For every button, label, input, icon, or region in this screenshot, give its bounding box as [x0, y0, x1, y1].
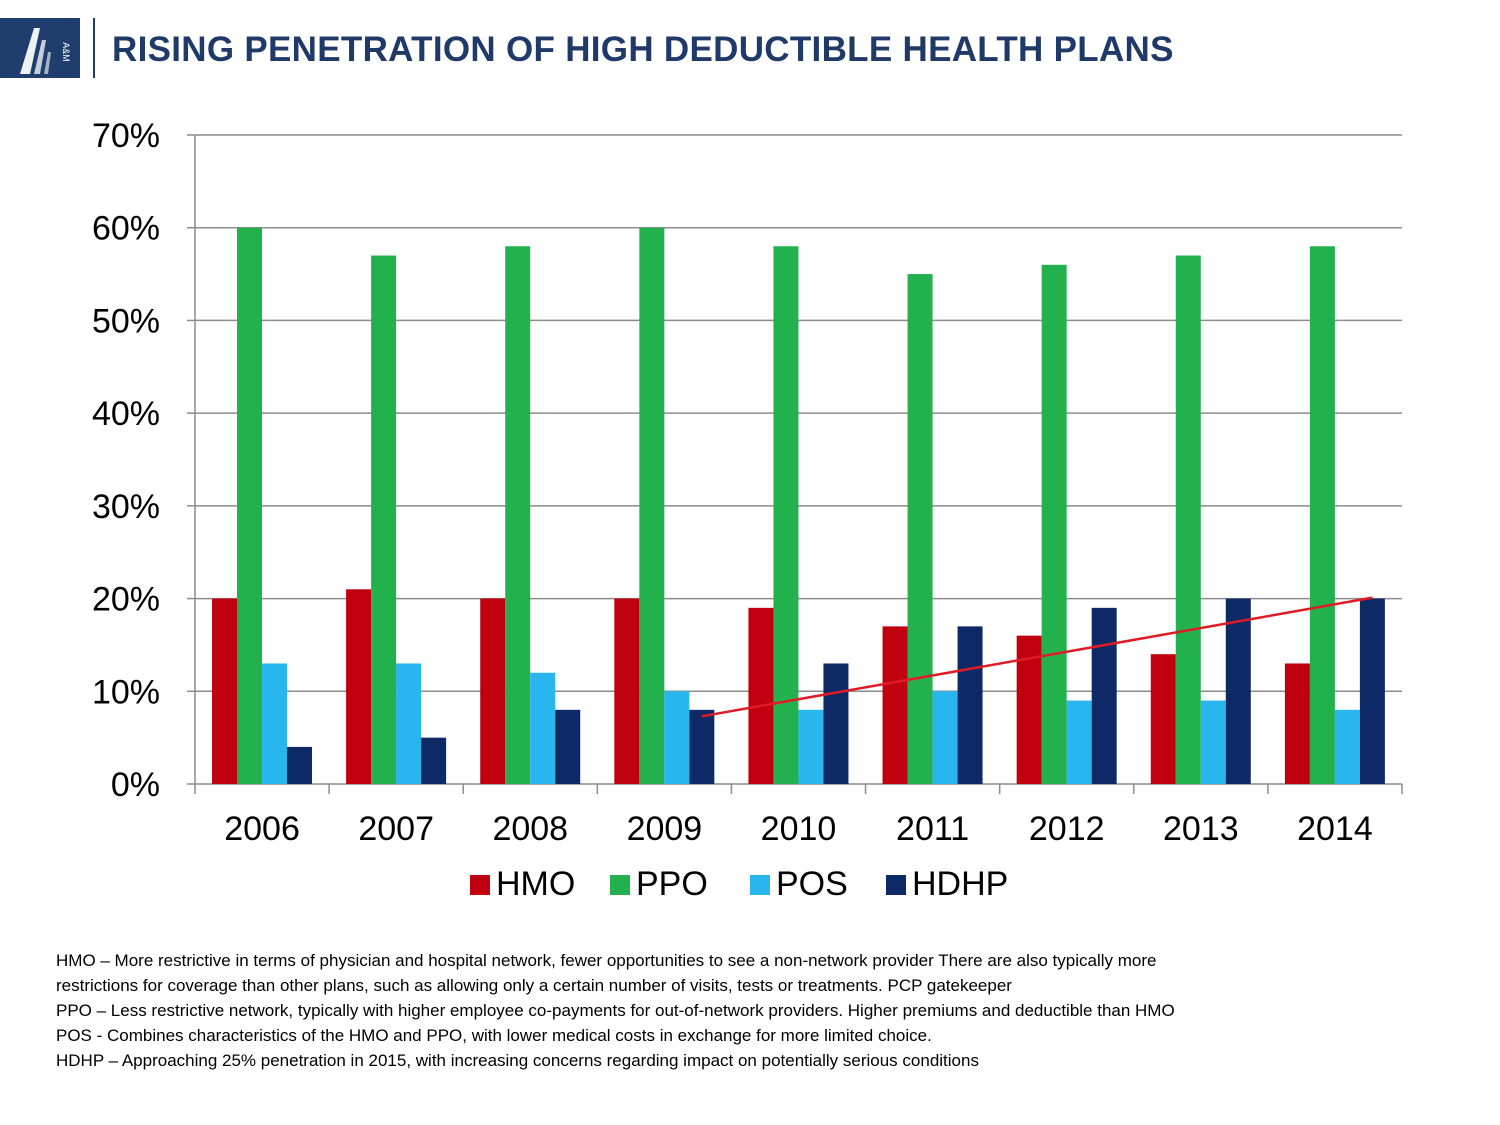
bar-ppo-2011: [907, 274, 933, 784]
y-tick-label: 0%: [111, 766, 160, 804]
bar-pos-2014: [1334, 709, 1360, 784]
bar-pos-2008: [530, 672, 556, 784]
bar-ppo-2007: [371, 255, 397, 784]
x-tick-label: 2011: [896, 810, 969, 848]
bar-hmo-2013: [1150, 654, 1176, 784]
x-tick-label: 2006: [224, 810, 300, 848]
legend-label-ppo: PPO: [636, 865, 708, 903]
note-line: HMO – More restrictive in terms of physi…: [56, 951, 1157, 970]
note-line: PPO – Less restrictive network, typicall…: [56, 1001, 1175, 1020]
legend-label-pos: POS: [776, 865, 848, 903]
y-tick-label: 40%: [92, 395, 160, 433]
y-tick-label: 70%: [92, 117, 160, 155]
x-tick-label: 2010: [761, 810, 837, 848]
bar-hdhp-2010: [823, 663, 849, 784]
legend-swatch-hmo: [470, 875, 490, 895]
bar-ppo-2006: [237, 227, 262, 784]
bar-hdhp-2013: [1225, 598, 1251, 784]
bar-hmo-2010: [748, 607, 774, 784]
legend-swatch-ppo: [610, 875, 630, 895]
x-tick-label: 2008: [492, 810, 568, 848]
note-line: POS - Combines characteristics of the HM…: [56, 1026, 932, 1045]
bar-ppo-2012: [1041, 264, 1067, 784]
bar-hdhp-2014: [1359, 598, 1385, 784]
bar-pos-2007: [396, 663, 422, 784]
bar-hdhp-2006: [287, 746, 312, 784]
bar-hdhp-2011: [957, 626, 983, 784]
legend-label-hmo: HMO: [496, 865, 575, 903]
note-line: restrictions for coverage than other pla…: [56, 976, 1012, 995]
plan-definitions: HMO – More restrictive in terms of physi…: [56, 948, 1456, 1073]
x-tick-label: 2014: [1297, 810, 1373, 848]
slide-header: A&M RISING PENETRATION OF HIGH DEDUCTIBL…: [0, 0, 1500, 90]
header-divider: [93, 18, 95, 78]
bar-hmo-2008: [480, 598, 506, 784]
bar-pos-2012: [1066, 700, 1092, 784]
bar-pos-2006: [262, 663, 287, 784]
x-tick-label: 2009: [627, 810, 703, 848]
legend-swatch-pos: [750, 875, 770, 895]
y-tick-label: 10%: [92, 673, 160, 711]
bar-hmo-2006: [212, 598, 237, 784]
bar-hmo-2009: [614, 598, 640, 784]
hdhp-trendline: [701, 596, 1373, 718]
bar-ppo-2008: [505, 246, 531, 784]
bar-hdhp-2009: [689, 709, 715, 784]
bar-ppo-2014: [1309, 246, 1335, 784]
bar-pos-2010: [798, 709, 824, 784]
y-tick-label: 50%: [92, 302, 160, 340]
bar-hmo-2014: [1284, 663, 1310, 784]
y-tick-label: 60%: [92, 210, 160, 248]
bar-ppo-2013: [1175, 255, 1201, 784]
bar-pos-2013: [1200, 700, 1226, 784]
bar-hmo-2011: [882, 626, 908, 784]
bar-hmo-2007: [346, 589, 372, 784]
bar-pos-2009: [664, 691, 690, 784]
bar-pos-2011: [932, 691, 958, 784]
x-tick-label: 2013: [1163, 810, 1239, 848]
bar-hdhp-2007: [421, 737, 447, 784]
bar-hdhp-2008: [555, 709, 581, 784]
x-tick-label: 2007: [358, 810, 434, 848]
bar-ppo-2009: [639, 227, 665, 784]
page-title: RISING PENETRATION OF HIGH DEDUCTIBLE HE…: [112, 30, 1174, 69]
bar-ppo-2010: [773, 246, 799, 784]
y-tick-label: 30%: [92, 488, 160, 526]
y-tick-label: 20%: [92, 581, 160, 619]
logo-text: A&M: [61, 42, 71, 62]
bar-hdhp-2012: [1091, 607, 1117, 784]
legend-label-hdhp: HDHP: [912, 865, 1008, 903]
company-logo: A&M: [0, 18, 80, 78]
x-tick-label: 2012: [1029, 810, 1105, 848]
legend-swatch-hdhp: [886, 875, 906, 895]
note-line: HDHP – Approaching 25% penetration in 20…: [56, 1051, 979, 1070]
bar-chart: 0% 10% 20% 30% 40% 50% 60% 70% 2006 2007 2008 2009 2…: [92, 117, 1403, 903]
